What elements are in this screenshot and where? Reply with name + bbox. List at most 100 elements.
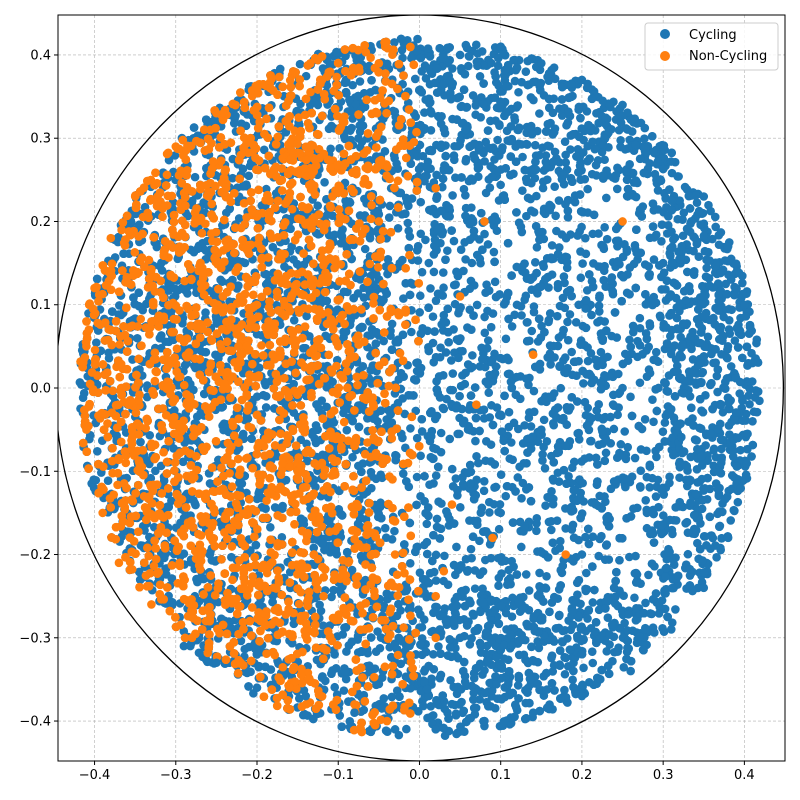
point-cycling [320, 178, 329, 187]
point-cycling [190, 172, 200, 182]
point-cycling [694, 252, 704, 261]
point-cycling [660, 604, 670, 614]
point-cycling [461, 255, 470, 264]
point-cycling [523, 193, 533, 203]
point-cycling [431, 471, 441, 480]
point-cycling [649, 355, 658, 365]
point-cycling [626, 392, 635, 402]
point-cycling [631, 578, 641, 587]
point-cycling [490, 483, 499, 492]
point-cycling [416, 451, 425, 461]
point-cycling [702, 263, 711, 273]
point-cycling [588, 598, 598, 607]
point-cycling [461, 156, 471, 166]
point-cycling [266, 522, 275, 532]
point-cycling [502, 580, 512, 589]
point-cycling [419, 615, 429, 624]
point-cycling [451, 280, 460, 289]
point-cycling [412, 246, 422, 255]
point-cycling [385, 201, 395, 211]
point-cycling [714, 240, 724, 250]
point-cycling [187, 196, 197, 206]
point-cycling [645, 483, 655, 492]
point-cycling [529, 386, 539, 396]
point-cycling [490, 277, 500, 287]
point-cycling [614, 125, 624, 135]
point-cycling [480, 312, 489, 322]
point-cycling [475, 254, 485, 264]
point-cycling [697, 504, 707, 514]
point-cycling [348, 80, 357, 90]
point-cycling [457, 697, 466, 707]
point-cycling [228, 173, 237, 183]
point-cycling [402, 724, 411, 734]
point-cycling [713, 387, 722, 397]
point-cycling [600, 223, 609, 232]
point-cycling [640, 415, 650, 424]
point-cycling [606, 484, 616, 494]
point-cycling [103, 476, 113, 485]
point-cycling [588, 532, 598, 542]
point-cycling [520, 421, 529, 430]
point-cycling [662, 386, 672, 396]
point-cycling [641, 598, 650, 608]
point-cycling [544, 317, 553, 327]
point-cycling [613, 410, 622, 420]
point-cycling [581, 568, 591, 578]
point-cycling [563, 317, 572, 327]
point-cycling [613, 647, 622, 656]
point-cycling [549, 420, 559, 430]
point-cycling [562, 121, 571, 130]
point-cycling [532, 243, 542, 252]
point-cycling [313, 100, 323, 110]
point-cycling [726, 516, 736, 525]
point-cycling [493, 135, 502, 145]
point-cycling [602, 193, 611, 203]
point-cycling [635, 323, 645, 333]
point-cycling [201, 308, 210, 317]
point-cycling [443, 246, 452, 255]
point-cycling [448, 369, 458, 378]
point-cycling [472, 300, 482, 310]
point-cycling [669, 560, 679, 569]
point-cycling [513, 681, 523, 690]
point-cycling [133, 333, 142, 343]
point-cycling [636, 483, 645, 492]
point-cycling [415, 568, 425, 578]
point-cycling [620, 427, 630, 436]
point-cycling [318, 621, 328, 630]
point-cycling [602, 234, 612, 244]
point-cycling [115, 301, 124, 310]
point-cycling [640, 623, 650, 633]
point-cycling [261, 392, 271, 401]
point-cycling [467, 258, 477, 268]
point-cycling [501, 491, 511, 501]
point-cycling [644, 570, 653, 580]
point-cycling [644, 262, 654, 271]
point-cycling [398, 469, 408, 478]
point-cycling [440, 551, 449, 561]
point-cycling [688, 355, 698, 364]
point-cycling [640, 123, 650, 133]
point-cycling [405, 232, 415, 241]
point-cycling [508, 593, 517, 603]
point-cycling [428, 649, 438, 659]
point-cycling [446, 675, 455, 685]
point-cycling [529, 208, 539, 217]
point-cycling [497, 695, 506, 704]
point-cycling [424, 258, 434, 268]
point-cycling [539, 415, 549, 425]
point-cycling [461, 368, 470, 378]
point-cycling [517, 494, 526, 503]
point-cycling [485, 183, 495, 192]
point-cycling [660, 377, 669, 387]
point-cycling [560, 353, 570, 362]
point-cycling [709, 461, 718, 471]
point-cycling [393, 398, 403, 408]
point-cycling [587, 647, 597, 656]
point-cycling [651, 347, 661, 357]
point-cycling [339, 287, 349, 297]
point-cycling [496, 180, 505, 190]
point-cycling [555, 543, 565, 553]
point-cycling [522, 211, 531, 221]
